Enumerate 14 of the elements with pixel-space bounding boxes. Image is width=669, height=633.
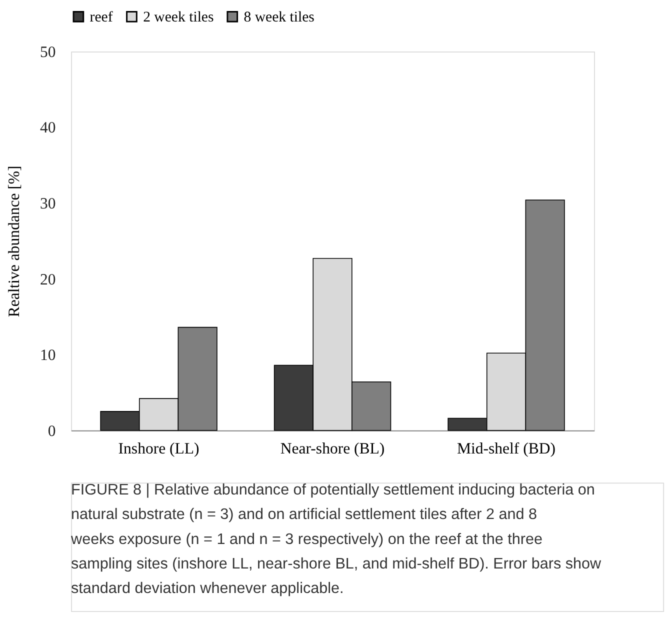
caption: FIGURE 8 | Relative abundance of potentially settlement inducing bacteria on natural substrate (n = 3) and on artificial settlement tiles after 2 and 8 weeks exposure (n = 1 and n = 3 respectively) on the reef at the three sampling sites (inshore LL, near-shore BL, and mid-shelf BD). Error bars show standard deviation whenever applicable. bbox=[70, 482, 602, 598]
y-tick-label: 40 bbox=[40, 120, 56, 137]
legend-label: 8 week tiles bbox=[244, 10, 315, 26]
y-tick-label: 20 bbox=[40, 271, 56, 288]
y-tick-label: 50 bbox=[40, 44, 56, 61]
y-tick-label: 0 bbox=[48, 422, 56, 440]
y-axis-title: Realtive abundance [%] bbox=[6, 166, 24, 318]
legend-label: 2 week tiles bbox=[143, 10, 214, 26]
x-tick-label: Mid-shelf (BD) bbox=[457, 440, 556, 458]
x-tick-label: Inshore (LL) bbox=[118, 440, 200, 458]
y-tick-label: 10 bbox=[40, 347, 56, 364]
y-tick-label: 30 bbox=[40, 195, 56, 212]
legend-label: reef bbox=[90, 10, 113, 26]
x-tick-label: Near-shore (BL) bbox=[280, 440, 385, 458]
